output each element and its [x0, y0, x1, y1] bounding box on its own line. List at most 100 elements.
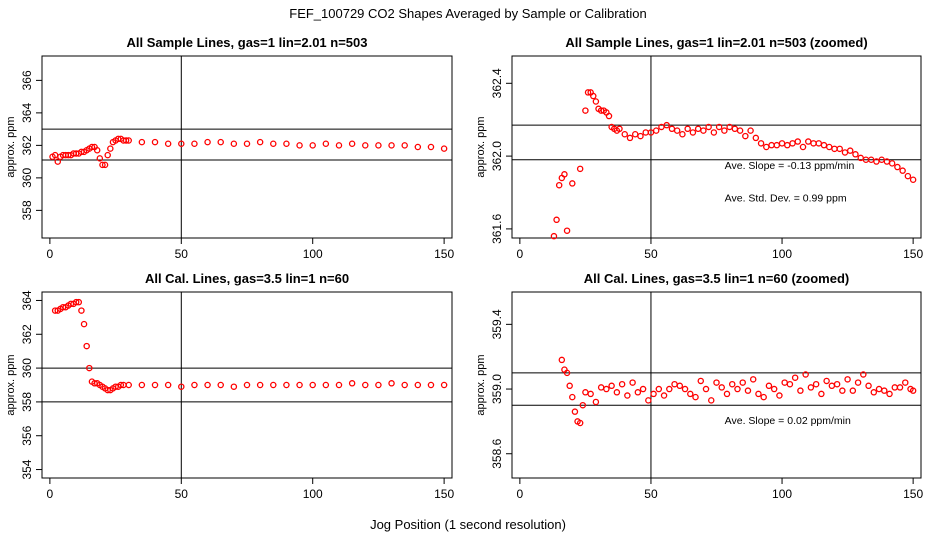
- data-point: [684, 125, 691, 133]
- data-point: [846, 147, 854, 154]
- data-point: [708, 397, 715, 404]
- data-point: [844, 376, 851, 383]
- data-point: [896, 384, 904, 391]
- data-point: [909, 176, 917, 184]
- data-point: [571, 408, 579, 415]
- data-point: [734, 385, 741, 393]
- data-point: [88, 143, 96, 151]
- y-axis-label: approx. ppm: [5, 116, 17, 177]
- plot-frame: [511, 291, 922, 479]
- data-point: [309, 381, 316, 389]
- data-point: [676, 382, 684, 390]
- data-point: [283, 140, 290, 147]
- data-point: [414, 381, 422, 389]
- data-point: [902, 379, 909, 386]
- data-point: [841, 149, 849, 156]
- data-point: [616, 125, 623, 133]
- data-point: [904, 172, 912, 180]
- data-point: [749, 376, 757, 383]
- data-point: [151, 381, 159, 389]
- data-point: [736, 127, 744, 134]
- data-point: [54, 158, 62, 165]
- data-point: [799, 143, 807, 151]
- data-point: [825, 143, 833, 151]
- data-point: [728, 380, 736, 388]
- data-point: [755, 390, 762, 398]
- y-tick-label: 366: [20, 70, 34, 90]
- data-point: [700, 127, 707, 134]
- data-point: [705, 123, 712, 131]
- y-axis-label: approx. ppm: [475, 354, 487, 415]
- x-tick-label: 100: [772, 247, 792, 261]
- data-point: [742, 132, 749, 140]
- data-point: [715, 123, 723, 131]
- data-point: [256, 138, 264, 146]
- data-point: [553, 216, 560, 224]
- data-point: [645, 397, 652, 404]
- data-point: [663, 121, 670, 129]
- data-point: [723, 390, 731, 398]
- data-point: [322, 381, 330, 389]
- data-point: [731, 125, 739, 133]
- data-point: [566, 382, 573, 390]
- data-point: [668, 125, 676, 133]
- data-point: [178, 140, 185, 147]
- data-point: [831, 145, 838, 153]
- data-point: [590, 92, 597, 100]
- data-point: [752, 134, 760, 142]
- data-point: [569, 393, 576, 401]
- data-point: [296, 381, 303, 389]
- data-point: [597, 384, 605, 391]
- data-point: [776, 392, 783, 399]
- data-point: [773, 141, 781, 149]
- data-point: [204, 138, 211, 146]
- data-point: [618, 380, 626, 388]
- data-point: [875, 385, 883, 393]
- data-point: [621, 131, 628, 138]
- data-point: [335, 381, 343, 389]
- data-point: [107, 145, 114, 152]
- annotation-text: Ave. Std. Dev. = 0.99 ppm: [725, 193, 847, 205]
- data-point: [778, 140, 786, 147]
- data-point: [243, 140, 251, 147]
- y-tick-label: 359.0: [490, 374, 504, 404]
- data-point: [348, 380, 356, 387]
- plot-frame: [511, 55, 922, 239]
- data-point: [587, 390, 594, 398]
- data-point: [296, 142, 303, 149]
- x-tick-label: 100: [303, 487, 323, 501]
- data-point: [362, 381, 369, 389]
- data-point: [164, 381, 172, 389]
- data-point: [204, 381, 211, 389]
- y-tick-label: 364: [20, 290, 34, 310]
- x-tick-label: 50: [644, 487, 658, 501]
- data-point: [666, 385, 673, 393]
- data-point: [375, 142, 382, 149]
- data-point: [891, 384, 899, 391]
- figure-x-axis-label: Jog Position (1 second resolution): [370, 517, 566, 532]
- data-point: [563, 227, 571, 234]
- data-point: [718, 384, 725, 391]
- data-point: [322, 140, 330, 147]
- annotation-text: Ave. Slope = 0.02 ppm/min: [725, 415, 851, 427]
- data-point: [125, 137, 132, 144]
- data-point: [810, 140, 817, 147]
- data-point: [613, 389, 621, 396]
- data-point: [335, 142, 343, 149]
- data-point: [854, 379, 862, 386]
- data-point: [833, 380, 841, 388]
- data-point: [626, 134, 634, 142]
- data-point: [870, 389, 878, 396]
- data-point: [217, 138, 224, 146]
- data-point: [710, 129, 718, 136]
- data-point: [86, 364, 93, 372]
- data-point: [694, 125, 702, 133]
- panel-1: All Sample Lines, gas=1 lin=2.01 n=503 0 5…: [5, 35, 454, 261]
- data-point: [899, 167, 906, 174]
- data-point: [309, 142, 316, 149]
- data-point: [401, 381, 408, 389]
- data-point: [697, 377, 705, 385]
- x-tick-label: 0: [47, 247, 54, 261]
- x-tick-label: 50: [644, 247, 658, 261]
- data-point: [96, 155, 104, 162]
